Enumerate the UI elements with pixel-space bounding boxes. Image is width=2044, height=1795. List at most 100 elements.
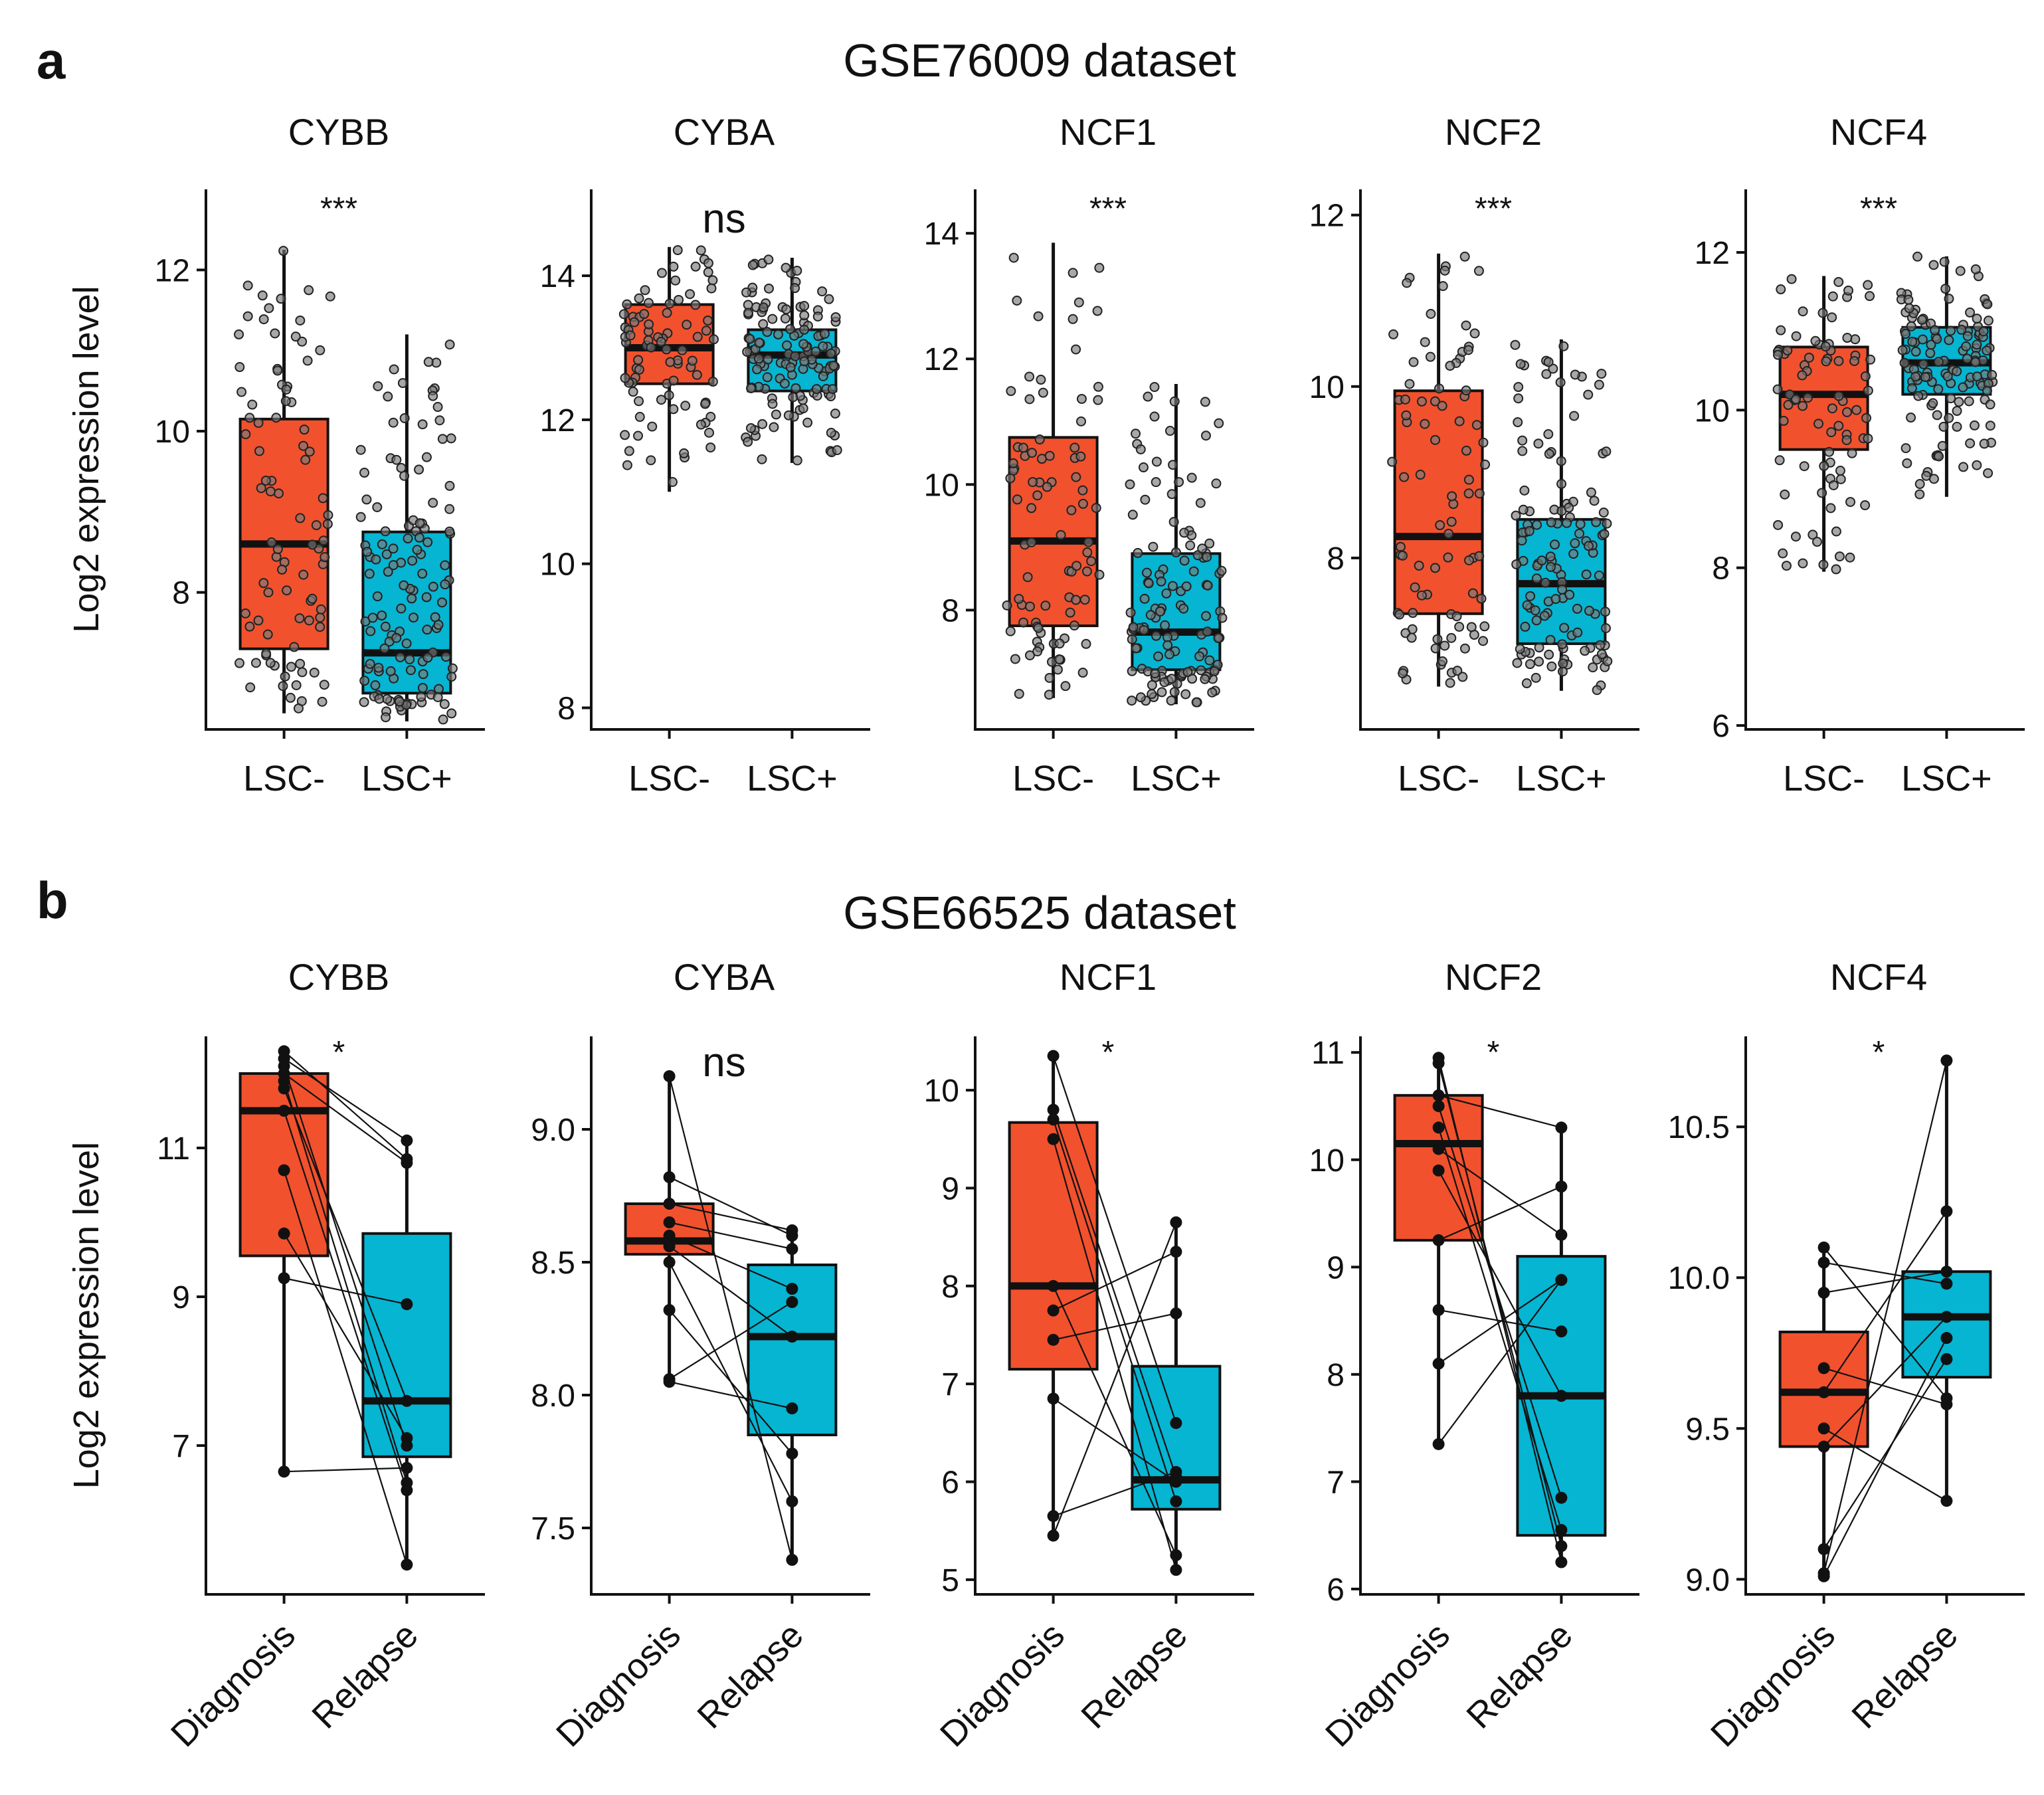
data-point: [771, 409, 781, 420]
data-point: [1155, 606, 1165, 616]
data-point: [818, 371, 828, 381]
data-point: [1958, 462, 1969, 472]
data-point: [319, 680, 329, 690]
pair-line: [1438, 1279, 1562, 1365]
data-point: [781, 304, 792, 315]
data-point: [1426, 308, 1436, 319]
data-point: [389, 364, 399, 375]
data-point: [1531, 573, 1542, 584]
data-point: [762, 327, 773, 337]
data-point: [677, 345, 688, 355]
data-point: [1820, 341, 1831, 352]
data-point: [1965, 438, 1976, 448]
data-point: [1556, 456, 1566, 466]
pair-line: [1438, 1094, 1562, 1129]
data-point: [1047, 1133, 1060, 1145]
data-point: [1834, 551, 1845, 562]
data-point: [299, 425, 310, 435]
data-point: [1964, 396, 1974, 407]
data-point: [1127, 666, 1137, 676]
data-point: [1524, 525, 1534, 536]
data-point: [289, 642, 300, 652]
data-point: [281, 384, 292, 395]
data-point: [415, 518, 425, 529]
data-point: [432, 692, 443, 702]
data-point: [278, 1272, 290, 1284]
data-point: [1776, 325, 1786, 335]
data-point: [1555, 1181, 1568, 1193]
data-point: [1054, 638, 1065, 649]
data-point: [1480, 459, 1491, 470]
data-point: [685, 289, 696, 300]
data-point: [244, 413, 255, 423]
data-point: [280, 396, 291, 407]
data-point: [1847, 448, 1857, 458]
data-point: [830, 409, 840, 419]
data-point: [1024, 650, 1035, 660]
data-point: [300, 454, 311, 465]
data-point: [1162, 640, 1173, 650]
data-point: [786, 1331, 798, 1343]
data-point: [1140, 494, 1151, 505]
data-point: [665, 357, 676, 367]
data-point: [1901, 329, 1911, 339]
data-point: [1962, 353, 1972, 364]
y-tick-label: 8: [941, 593, 959, 628]
data-point: [1404, 379, 1415, 389]
data-point: [446, 708, 457, 719]
pair-line: [283, 1087, 408, 1402]
data-point: [401, 1477, 413, 1489]
data-point: [680, 401, 691, 411]
data-point: [1955, 266, 1966, 276]
significance-label: *: [1873, 1035, 1885, 1070]
y-tick-label: 14: [924, 217, 959, 252]
data-point: [432, 402, 443, 413]
data-point: [407, 593, 417, 604]
data-point: [417, 569, 428, 579]
data-point: [1827, 312, 1837, 323]
data-point: [1962, 331, 1973, 341]
data-point: [1510, 339, 1521, 350]
data-point: [1592, 685, 1602, 696]
data-point: [664, 390, 674, 401]
data-point: [1544, 649, 1554, 660]
data-point: [1595, 640, 1606, 650]
pair-line: [1052, 1056, 1177, 1424]
data-point: [380, 526, 391, 537]
data-point: [799, 324, 810, 335]
data-point: [1018, 617, 1029, 628]
data-point: [763, 354, 773, 365]
data-point: [1865, 291, 1875, 302]
data-point: [1207, 687, 1218, 698]
data-point: [1180, 689, 1191, 700]
data-point: [1985, 399, 1996, 410]
data-point: [1093, 395, 1103, 405]
data-point: [1432, 1089, 1445, 1101]
data-point: [1850, 334, 1861, 345]
data-point: [1150, 668, 1161, 679]
data-point: [782, 340, 792, 351]
significance-label: *: [1102, 1035, 1115, 1070]
data-point: [1530, 605, 1540, 616]
data-point: [1555, 1556, 1568, 1568]
data-point: [388, 417, 399, 428]
data-point: [1432, 1438, 1445, 1450]
panel-letter-a: a: [37, 31, 66, 90]
data-point: [1437, 401, 1447, 411]
data-point: [1903, 294, 1914, 305]
data-point: [1979, 438, 1990, 449]
data-point: [1073, 297, 1084, 308]
data-point: [1125, 607, 1136, 618]
data-point: [1933, 384, 1944, 395]
data-point: [265, 486, 276, 497]
data-point: [1127, 696, 1137, 706]
data-point: [786, 1243, 798, 1255]
data-point: [391, 454, 402, 465]
data-point: [1972, 314, 1982, 324]
x-tick-label: LSC-: [243, 759, 325, 799]
box-lsc: [238, 417, 329, 650]
data-point: [1161, 588, 1172, 599]
data-point: [799, 300, 810, 311]
data-point: [1912, 251, 1923, 262]
data-point: [1522, 600, 1533, 611]
